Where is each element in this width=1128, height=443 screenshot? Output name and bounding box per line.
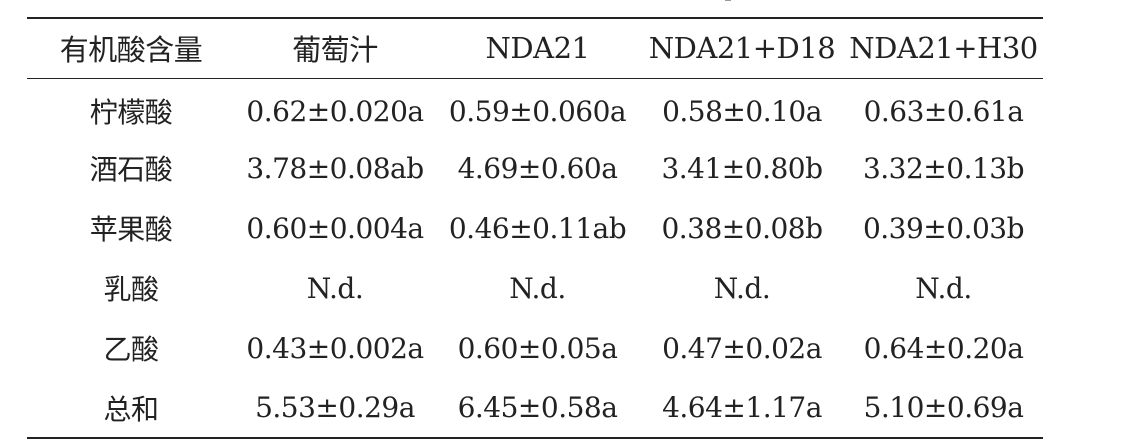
table-cell: 0.59±0.060a bbox=[448, 94, 627, 128]
row-label: 苹果酸 bbox=[89, 213, 173, 246]
row-label: 乙酸 bbox=[103, 333, 159, 366]
table-cell: 3.32±0.13b bbox=[862, 151, 1025, 185]
table-cell: 0.62±0.020a bbox=[246, 94, 424, 128]
table-cell: 0.39±0.03b bbox=[862, 211, 1025, 245]
table-row: 苹果酸 0.60±0.004a 0.46±0.11ab 0.38±0.08b 0… bbox=[27, 198, 1043, 258]
row-label: 总和 bbox=[103, 392, 159, 426]
row-label: 酒石酸 bbox=[89, 153, 173, 186]
header-nda21-h30: NDA21+H30 bbox=[849, 31, 1038, 66]
table-cell: 0.58±0.10a bbox=[662, 94, 822, 128]
table-cell: 4.64±1.17a bbox=[662, 391, 822, 424]
table-cell: 6.45±0.58a bbox=[457, 391, 618, 424]
table-cell: 0.63±0.61a bbox=[863, 94, 1024, 128]
row-label: 柠檬酸 bbox=[89, 96, 173, 130]
row-label: 乳酸 bbox=[103, 273, 159, 306]
table-row: 总和 5.53±0.29a 6.45±0.58a 4.64±1.17a 5.10… bbox=[27, 378, 1043, 438]
table-cell: 4.69±0.60a bbox=[457, 151, 618, 185]
table-row: 乙酸 0.43±0.002a 0.60±0.05a 0.47±0.02a 0.6… bbox=[27, 318, 1043, 378]
table-row: 酒石酸 3.78±0.08ab 4.69±0.60a 3.41±0.80b 3.… bbox=[27, 138, 1043, 198]
table-cell: 0.46±0.11ab bbox=[448, 211, 627, 245]
organic-acid-table: 有机酸含量 葡萄汁 NDA21 NDA21+D18 NDA21+H30 柠檬酸 … bbox=[27, 17, 1043, 439]
table-cell: 3.41±0.80b bbox=[661, 151, 823, 185]
table-cell: 0.47±0.02a bbox=[662, 331, 822, 365]
header-acid-content: 有机酸含量 bbox=[59, 33, 203, 68]
table-row: 柠檬酸 0.62±0.020a 0.59±0.060a 0.58±0.10a 0… bbox=[27, 78, 1043, 138]
header-nda21-d18: NDA21+D18 bbox=[648, 31, 836, 66]
table-cell: N.d. bbox=[509, 271, 566, 305]
table-cell: 5.10±0.69a bbox=[863, 391, 1024, 424]
table-cell: N.d. bbox=[915, 271, 972, 305]
table-cell: 0.60±0.05a bbox=[457, 331, 618, 365]
table-cell: 0.60±0.004a bbox=[246, 211, 424, 245]
table-cell: N.d. bbox=[713, 271, 771, 305]
crop-mark bbox=[725, 0, 731, 5]
table-cell: 0.38±0.08b bbox=[661, 211, 823, 245]
table-cell: 5.53±0.29a bbox=[255, 391, 415, 424]
table-cell: 0.64±0.20a bbox=[863, 331, 1024, 365]
table-row: 乳酸 N.d. N.d. N.d. N.d. bbox=[27, 258, 1043, 318]
table-cell: 0.43±0.002a bbox=[246, 331, 424, 365]
header-row: 有机酸含量 葡萄汁 NDA21 NDA21+D18 NDA21+H30 bbox=[27, 18, 1043, 78]
header-nda21: NDA21 bbox=[485, 31, 590, 66]
table-cell: N.d. bbox=[306, 271, 364, 305]
table-cell: 3.78±0.08ab bbox=[246, 151, 424, 185]
header-grape-juice: 葡萄汁 bbox=[292, 33, 378, 68]
